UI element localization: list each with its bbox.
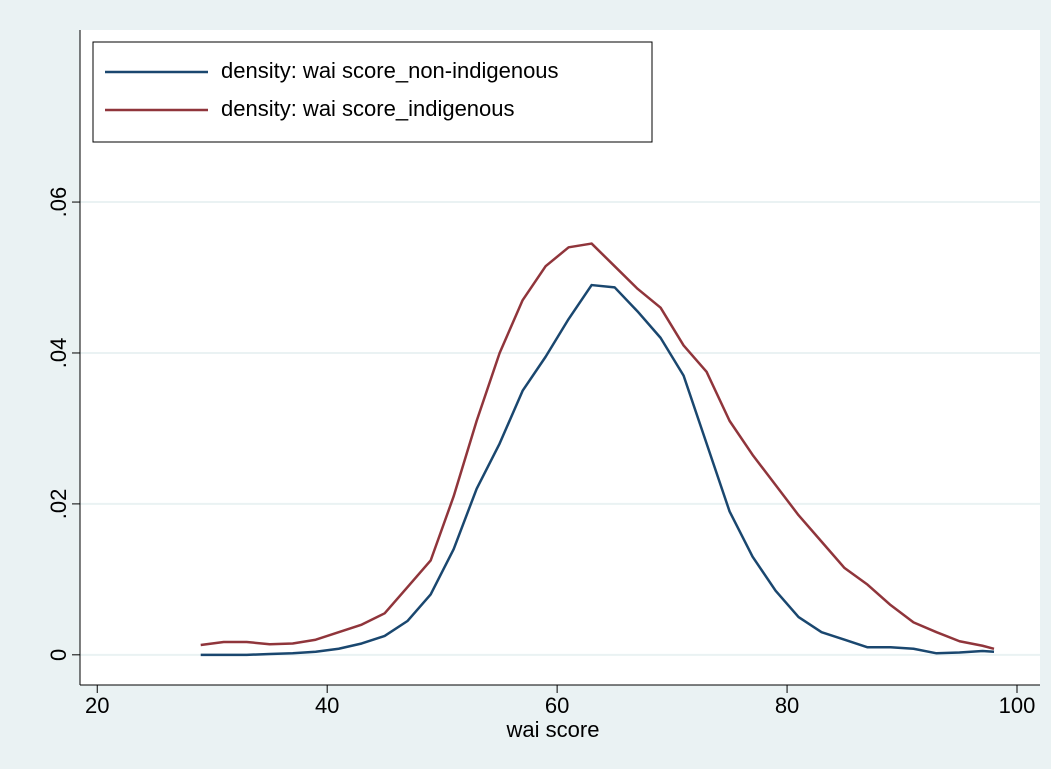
density-line [200, 242, 995, 650]
x-tick-label: 100 [999, 693, 1036, 718]
legend: density: wai score_non-indigenousdensity… [92, 41, 653, 143]
x-tick-label: 60 [545, 693, 569, 718]
legend-label: density: wai score_non-indigenous [221, 58, 559, 83]
x-tick-label: 80 [775, 693, 799, 718]
x-tick-label: 20 [85, 693, 109, 718]
density-line [200, 283, 995, 657]
legend-label: density: wai score_indigenous [221, 96, 515, 121]
x-tick-label: 40 [315, 693, 339, 718]
y-tick-label: .04 [46, 338, 71, 369]
x-axis-title: wai score [506, 717, 600, 742]
legend-box [92, 41, 653, 143]
y-tick-label: .06 [46, 187, 71, 218]
y-tick-label: 0 [46, 649, 71, 661]
y-tick-label: .02 [46, 489, 71, 520]
